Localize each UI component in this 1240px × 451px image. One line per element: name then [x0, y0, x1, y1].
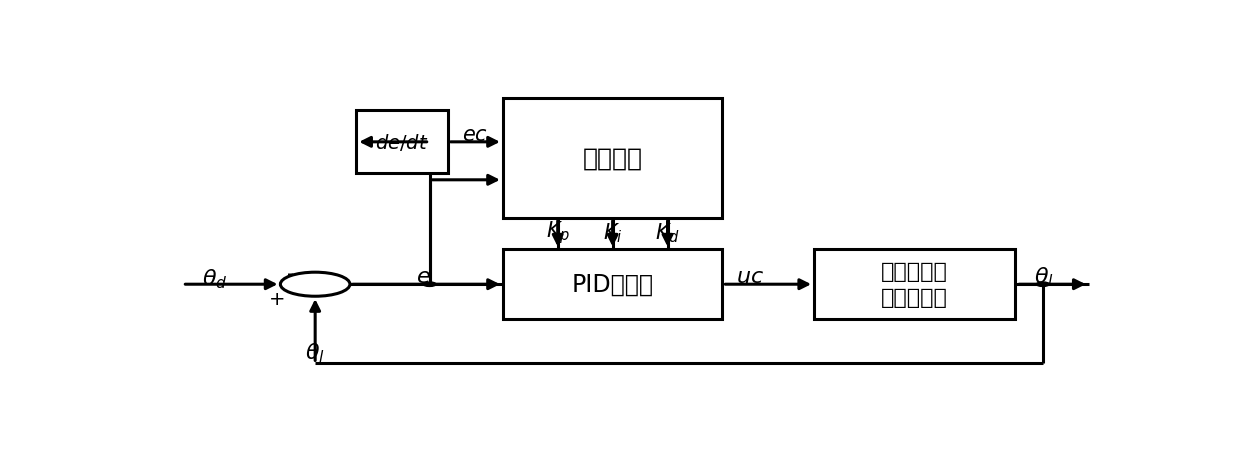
Text: $K_i$: $K_i$ [603, 221, 622, 244]
Bar [813, 250, 1016, 319]
Text: $K_p$: $K_p$ [546, 219, 570, 246]
Text: $uc$: $uc$ [737, 267, 764, 287]
Bar [502, 250, 723, 319]
Circle shape [280, 272, 350, 297]
Bar [356, 111, 448, 174]
Text: $de/dt$: $de/dt$ [376, 132, 429, 153]
Text: $ec$: $ec$ [461, 124, 487, 145]
Text: +: + [269, 289, 285, 308]
Text: $\theta_l$: $\theta_l$ [305, 341, 325, 364]
Text: $\theta_l$: $\theta_l$ [1034, 265, 1054, 289]
Text: PID控制器: PID控制器 [572, 272, 653, 297]
Circle shape [1037, 282, 1049, 287]
Circle shape [423, 282, 436, 287]
Text: $\theta_d$: $\theta_d$ [202, 267, 227, 290]
Text: 变频泵控钻
臂旋转系统: 变频泵控钻 臂旋转系统 [882, 262, 949, 308]
Text: 模糊推理: 模糊推理 [583, 146, 642, 170]
Bar [502, 98, 723, 218]
Text: -: - [286, 264, 294, 283]
Text: $e$: $e$ [415, 267, 430, 287]
Text: $K_d$: $K_d$ [655, 221, 680, 244]
